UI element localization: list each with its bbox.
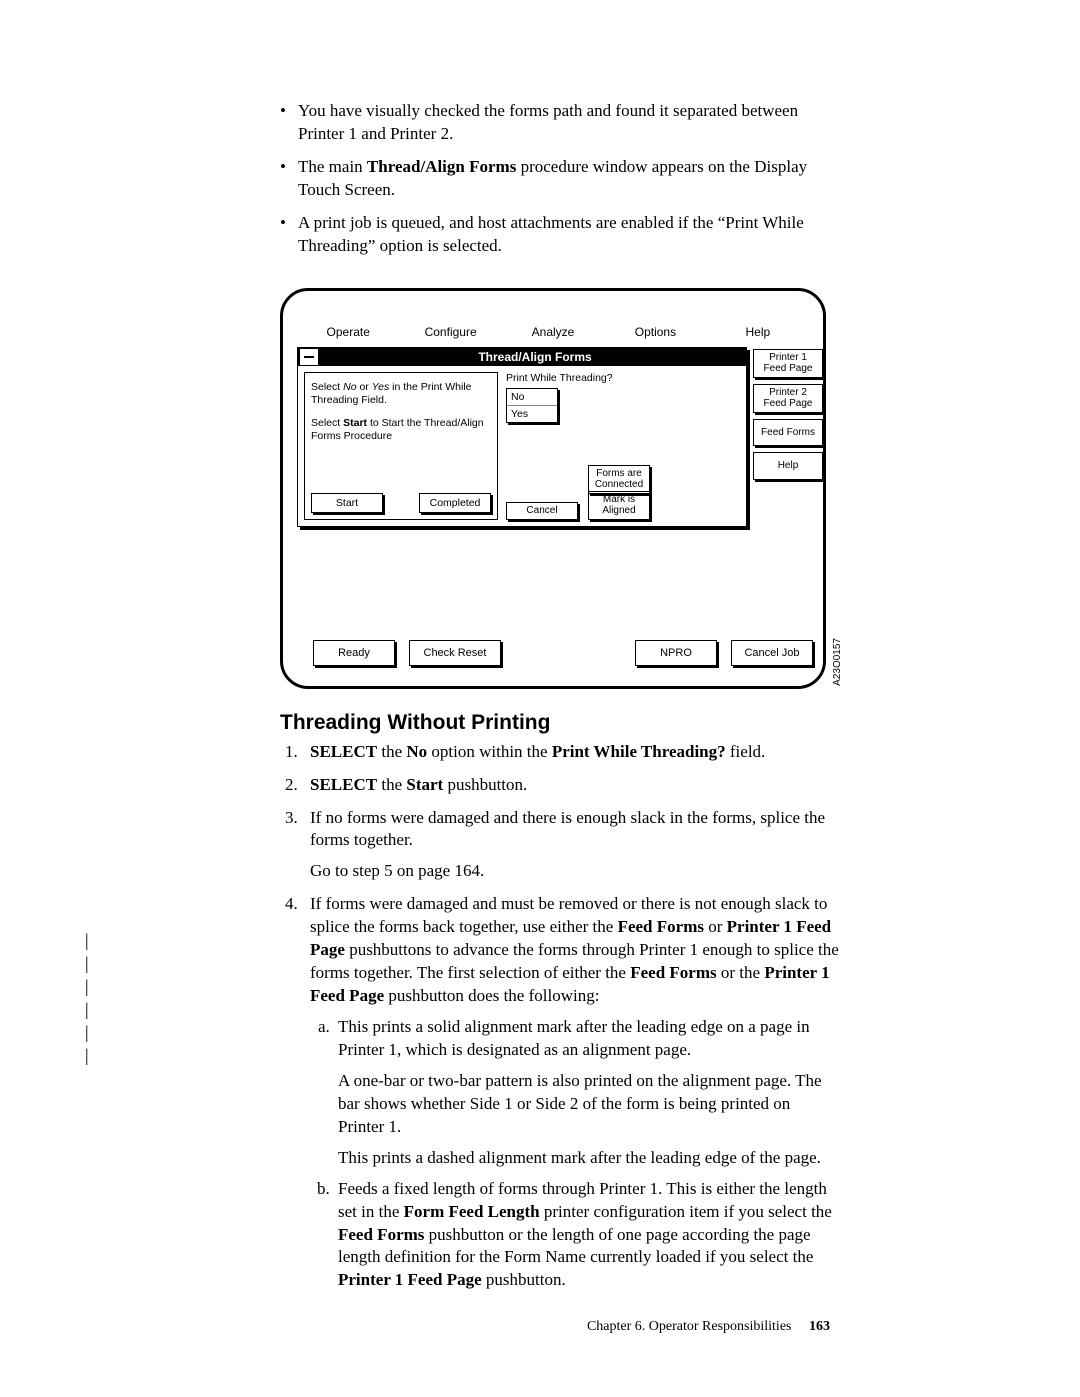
window-body: Select No or Yes in the Print While Thre…: [298, 366, 746, 526]
system-menu-icon[interactable]: [300, 349, 318, 365]
menu-configure[interactable]: Configure: [399, 325, 501, 339]
step-4-sublist: This prints a solid alignment mark after…: [310, 1016, 840, 1292]
footer-chapter: Chapter 6. Operator Responsibilities: [587, 1319, 792, 1334]
cancel-button[interactable]: Cancel: [506, 502, 578, 520]
page-footer: Chapter 6. Operator Responsibilities 163: [587, 1319, 830, 1335]
intro-bullet-list: You have visually checked the forms path…: [280, 100, 840, 258]
cancel-job-button[interactable]: Cancel Job: [731, 640, 813, 666]
menu-options[interactable]: Options: [604, 325, 706, 339]
ready-button[interactable]: Ready: [313, 640, 395, 666]
option-no[interactable]: No: [507, 389, 557, 406]
intro-bullet: A print job is queued, and host attachme…: [280, 212, 840, 258]
page-number: 163: [809, 1319, 830, 1334]
window-titlebar: Thread/Align Forms: [298, 348, 746, 366]
step-4b: Feeds a fixed length of forms through Pr…: [334, 1178, 840, 1293]
help-button[interactable]: Help: [753, 452, 823, 480]
menu-help[interactable]: Help: [707, 325, 809, 339]
feed-forms-button[interactable]: Feed Forms: [753, 419, 823, 447]
forms-connected-button[interactable]: Forms areConnected: [588, 465, 650, 494]
window-title: Thread/Align Forms: [324, 350, 746, 364]
selection-pane: Print While Threading? No Yes Cancel For…: [504, 372, 650, 520]
step-4a-p3: This prints a dashed alignment mark afte…: [338, 1147, 840, 1170]
printer1-feed-page-button[interactable]: Printer 1Feed Page: [753, 349, 823, 378]
intro-bullet: The main Thread/Align Forms procedure wi…: [280, 156, 840, 202]
menu-bar: Operate Configure Analyze Options Help: [297, 325, 809, 339]
npro-button[interactable]: NPRO: [635, 640, 717, 666]
menu-analyze[interactable]: Analyze: [502, 325, 604, 339]
bottom-button-bar: Ready Check Reset NPRO Cancel Job: [313, 640, 813, 666]
start-button[interactable]: Start: [311, 493, 383, 513]
instruction-2: Select Start to Start the Thread/Align F…: [311, 417, 491, 443]
figure-id-label: A23O0157: [832, 638, 843, 686]
print-while-threading-list[interactable]: No Yes: [506, 388, 558, 423]
printer2-feed-page-button[interactable]: Printer 2Feed Page: [753, 384, 823, 413]
instruction-1: Select No or Yes in the Print While Thre…: [311, 381, 491, 407]
page-content: You have visually checked the forms path…: [280, 100, 840, 1302]
check-reset-button[interactable]: Check Reset: [409, 640, 501, 666]
step-3: If no forms were damaged and there is en…: [302, 807, 840, 884]
option-yes[interactable]: Yes: [507, 406, 557, 422]
menu-operate[interactable]: Operate: [297, 325, 399, 339]
mark-aligned-button[interactable]: Mark isAligned: [588, 491, 650, 520]
numbered-steps: SELECT the No option within the Print Wh…: [280, 741, 840, 1293]
step-4a: This prints a solid alignment mark after…: [334, 1016, 840, 1170]
step-3-goto: Go to step 5 on page 164.: [310, 860, 840, 883]
touchscreen-figure: A23O0157 Operate Configure Analyze Optio…: [280, 288, 826, 689]
thread-align-window: Thread/Align Forms Select No or Yes in t…: [297, 347, 747, 527]
step-4a-p2: A one-bar or two-bar pattern is also pri…: [338, 1070, 840, 1139]
instruction-pane: Select No or Yes in the Print While Thre…: [304, 372, 498, 520]
revision-change-bars: ||||||: [85, 930, 89, 1068]
right-button-rail: Printer 1Feed Page Printer 2Feed Page Fe…: [753, 349, 823, 486]
section-heading: Threading Without Printing: [280, 711, 840, 735]
step-2: SELECT the Start pushbutton.: [302, 774, 840, 797]
intro-bullet: You have visually checked the forms path…: [280, 100, 840, 146]
step-4: If forms were damaged and must be remove…: [302, 893, 840, 1292]
print-while-threading-label: Print While Threading?: [506, 372, 650, 384]
step-1: SELECT the No option within the Print Wh…: [302, 741, 840, 764]
completed-button[interactable]: Completed: [419, 493, 491, 513]
